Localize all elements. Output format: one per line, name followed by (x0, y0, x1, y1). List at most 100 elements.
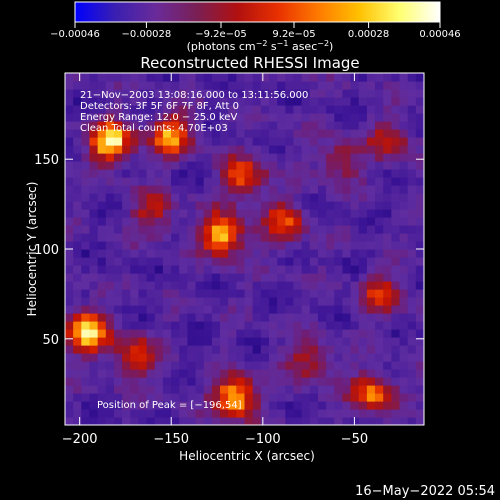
heatmap-cell (97, 137, 107, 146)
heatmap-cell (154, 353, 164, 362)
heatmap-cell (399, 97, 409, 106)
heatmap-cell (236, 385, 246, 394)
heatmap-cell (244, 345, 254, 354)
heatmap-cell (89, 249, 99, 258)
heatmap-cell (220, 185, 229, 194)
heatmap-cell (407, 377, 417, 386)
heatmap-cell (228, 185, 237, 194)
heatmap-cell (195, 201, 205, 210)
colorbar-gradient (74, 1, 441, 23)
heatmap-cell (195, 369, 205, 378)
heatmap-cell (97, 401, 107, 410)
heatmap-cell (415, 393, 424, 402)
heatmap-cell (89, 209, 99, 218)
heatmap-cell (415, 305, 424, 314)
heatmap-cell (154, 137, 164, 146)
heatmap-cell (350, 305, 360, 314)
heatmap-cell (65, 321, 74, 330)
heatmap-cell (326, 137, 335, 146)
heatmap-cell (130, 385, 140, 394)
heatmap-cell (366, 169, 376, 178)
heatmap-cell (350, 145, 360, 154)
heatmap-cell (366, 129, 376, 138)
heatmap-cell (301, 273, 311, 282)
heatmap-cell (187, 393, 197, 402)
heatmap-cell (138, 385, 148, 394)
heatmap-cell (220, 345, 229, 354)
heatmap-cell (350, 345, 360, 354)
heatmap-cell (268, 185, 278, 194)
heatmap-cell (407, 89, 417, 98)
colorbar-tick-label: −9.2e−05 (195, 29, 247, 40)
heatmap-cell (399, 233, 409, 242)
heatmap-cell (358, 361, 368, 370)
heatmap-cell (187, 233, 197, 242)
heatmap-cell (130, 241, 140, 250)
heatmap-cell (81, 337, 91, 346)
heatmap-cell (122, 169, 131, 178)
heatmap-cell (146, 249, 156, 258)
heatmap-cell (171, 193, 180, 202)
heatmap-cell (154, 121, 164, 130)
heatmap-cell (211, 113, 221, 122)
heatmap-cell (399, 161, 409, 170)
heatmap-cell (138, 337, 148, 346)
heatmap-cell (383, 353, 392, 362)
heatmap-cell (334, 417, 344, 425)
heatmap-cell (203, 225, 213, 234)
heatmap-cell (220, 289, 229, 298)
heatmap-cell (415, 81, 424, 90)
heatmap-cell (97, 185, 107, 194)
heatmap-cell (81, 161, 91, 170)
heatmap-cell (130, 281, 140, 290)
heatmap-cell (260, 177, 270, 186)
heatmap-cell (391, 233, 401, 242)
heatmap-cell (415, 217, 424, 226)
heatmap-cell (154, 177, 164, 186)
heatmap-cell (277, 337, 286, 346)
heatmap-cell (236, 233, 246, 242)
heatmap-cell (179, 329, 188, 338)
heatmap-cell (187, 417, 197, 425)
heatmap-cell (236, 377, 246, 386)
heatmap-cell (277, 225, 286, 234)
heatmap-cell (73, 353, 82, 362)
heatmap-cell (375, 265, 384, 274)
heatmap-cell (162, 185, 172, 194)
heatmap-cell (138, 201, 148, 210)
heatmap-cell (113, 273, 123, 282)
heatmap-cell (375, 313, 384, 322)
heatmap-cell (375, 249, 384, 258)
heatmap-cell (130, 401, 140, 410)
heatmap-cell (260, 113, 270, 122)
heatmap-cell (350, 177, 360, 186)
heatmap-cell (122, 361, 131, 370)
heatmap-cell (211, 217, 221, 226)
heatmap-cell (89, 225, 99, 234)
heatmap-cell (342, 225, 352, 234)
heatmap-cell (146, 297, 156, 306)
heatmap-cell (73, 241, 82, 250)
heatmap-cell (195, 401, 205, 410)
heatmap-cell (285, 129, 295, 138)
heatmap-cell (383, 185, 392, 194)
heatmap-cell (130, 137, 140, 146)
heatmap-cell (195, 417, 205, 425)
heatmap-cell (391, 417, 401, 425)
heatmap-cell (317, 249, 327, 258)
heatmap-cell (391, 97, 401, 106)
heatmap-cell (277, 345, 286, 354)
heatmap-cell (334, 233, 344, 242)
heatmap-cell (383, 201, 392, 210)
heatmap-cell (350, 265, 360, 274)
heatmap-cell (415, 241, 424, 250)
heatmap-cell (260, 121, 270, 130)
heatmap-cell (179, 353, 188, 362)
heatmap-cell (65, 401, 74, 410)
heatmap-cell (211, 153, 221, 162)
heatmap-cell (260, 233, 270, 242)
heatmap-cell (358, 161, 368, 170)
heatmap-cell (277, 201, 286, 210)
heatmap-cell (358, 337, 368, 346)
heatmap-cell (350, 321, 360, 330)
